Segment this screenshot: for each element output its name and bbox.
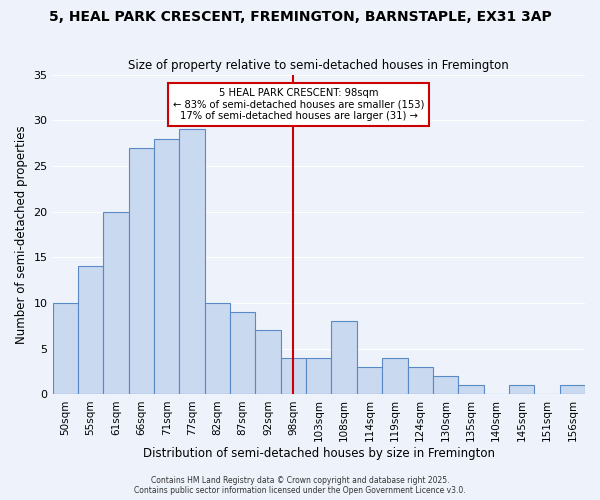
Bar xyxy=(509,386,534,394)
Bar xyxy=(179,130,205,394)
Y-axis label: Number of semi-detached properties: Number of semi-detached properties xyxy=(15,125,28,344)
Bar xyxy=(458,386,484,394)
Text: Contains HM Land Registry data © Crown copyright and database right 2025.
Contai: Contains HM Land Registry data © Crown c… xyxy=(134,476,466,495)
Bar xyxy=(407,367,433,394)
Bar xyxy=(281,358,306,395)
Bar xyxy=(306,358,331,395)
Bar xyxy=(382,358,407,395)
Bar xyxy=(78,266,103,394)
Bar xyxy=(205,303,230,394)
Bar xyxy=(53,303,78,394)
Bar xyxy=(331,322,357,394)
Title: Size of property relative to semi-detached houses in Fremington: Size of property relative to semi-detach… xyxy=(128,59,509,72)
Bar xyxy=(230,312,256,394)
Bar xyxy=(154,138,179,394)
Bar xyxy=(357,367,382,394)
Bar xyxy=(128,148,154,394)
Bar xyxy=(256,330,281,394)
Bar xyxy=(560,386,585,394)
Text: 5 HEAL PARK CRESCENT: 98sqm
← 83% of semi-detached houses are smaller (153)
17% : 5 HEAL PARK CRESCENT: 98sqm ← 83% of sem… xyxy=(173,88,424,122)
Bar xyxy=(433,376,458,394)
X-axis label: Distribution of semi-detached houses by size in Fremington: Distribution of semi-detached houses by … xyxy=(143,447,495,460)
Bar xyxy=(103,212,128,394)
Text: 5, HEAL PARK CRESCENT, FREMINGTON, BARNSTAPLE, EX31 3AP: 5, HEAL PARK CRESCENT, FREMINGTON, BARNS… xyxy=(49,10,551,24)
